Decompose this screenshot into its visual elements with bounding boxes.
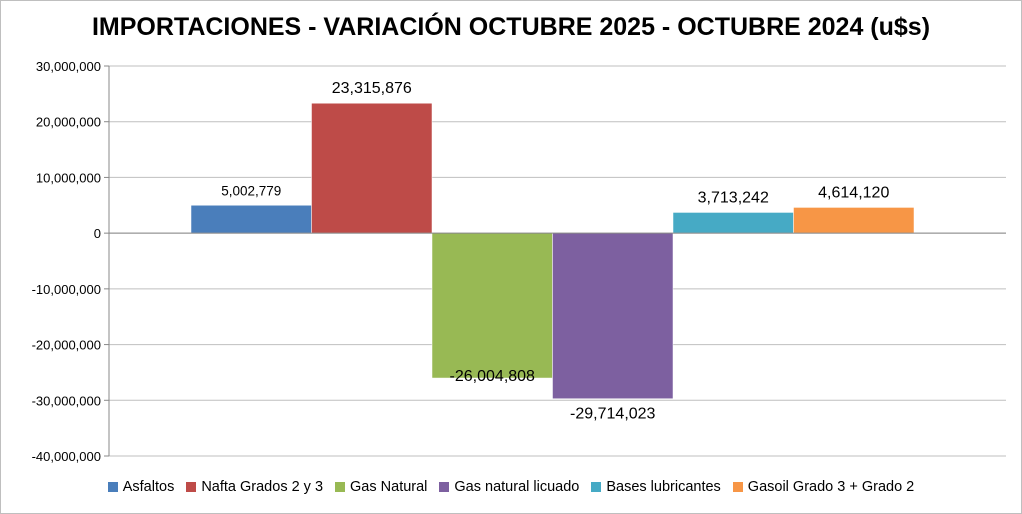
legend-label: Asfaltos	[122, 479, 175, 495]
y-tick-label: 30,000,000	[36, 59, 101, 74]
legend-label: Nafta Grados 2 y 3	[201, 479, 324, 495]
legend-item: Gas natural licuado	[439, 479, 579, 495]
data-label: 4,614,120	[818, 184, 889, 201]
data-label: 5,002,779	[221, 183, 281, 198]
legend-item: Asfaltos	[107, 479, 175, 495]
legend-swatch	[591, 482, 602, 492]
legend-swatch	[186, 482, 197, 492]
y-tick-label: -40,000,000	[32, 449, 101, 464]
bar-bases-lubricantes	[672, 212, 794, 234]
chart-title: IMPORTACIONES - VARIACIÓN OCTUBRE 2025 -…	[91, 13, 931, 41]
y-tick-label: -10,000,000	[32, 282, 101, 297]
data-label: -29,714,023	[570, 406, 656, 423]
legend-swatch	[107, 482, 118, 492]
legend-label: Gas Natural	[350, 479, 428, 495]
legend-swatch	[335, 482, 346, 492]
legend-item: Nafta Grados 2 y 3	[186, 479, 323, 495]
legend-swatch	[439, 482, 450, 492]
y-tick-label: -20,000,000	[32, 338, 101, 353]
legend-label: Bases lubricantes	[606, 479, 721, 495]
y-tick-label: 20,000,000	[36, 115, 101, 130]
legend-item: Bases lubricantes	[591, 479, 721, 495]
legend: Asfaltos Nafta Grados 2 y 3 Gas Natural Gas…	[1, 479, 1021, 495]
bar-gasoil-grado-3-grado-2	[793, 207, 915, 234]
legend-swatch	[732, 482, 743, 492]
legend-label: Gas natural licuado	[454, 479, 580, 495]
bar-gas-natural	[431, 232, 553, 379]
data-label: 3,713,242	[698, 189, 769, 206]
y-tick-label: -30,000,000	[32, 393, 101, 408]
bar-asfaltos	[190, 205, 312, 234]
legend-label: Gasoil Grado 3 + Grado 2	[747, 479, 915, 495]
y-tick-label: 0	[94, 226, 101, 241]
data-label: 23,315,876	[332, 80, 412, 97]
y-tick-label: 10,000,000	[36, 170, 101, 185]
legend-item: Gasoil Grado 3 + Grado 2	[732, 479, 915, 495]
data-label: -26,004,808	[450, 368, 536, 385]
legend-item: Gas Natural	[335, 479, 427, 495]
bar-gas-natural-licuado	[552, 232, 674, 399]
bar-nafta-grados-2-y-3	[311, 102, 433, 234]
